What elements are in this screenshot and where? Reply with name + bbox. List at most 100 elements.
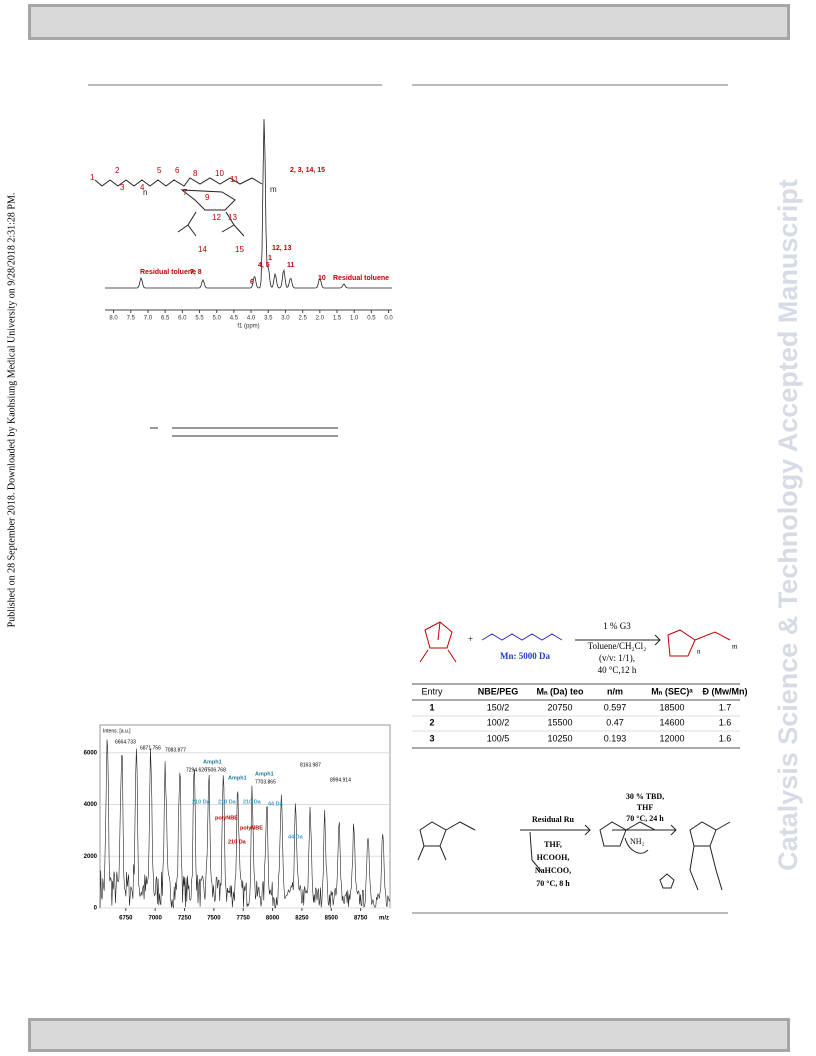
table-cell: 0.597 xyxy=(604,702,627,712)
table-cell: 100/5 xyxy=(487,733,510,743)
condition: 30 % TBD, xyxy=(626,792,664,801)
structure-label: 4 xyxy=(140,183,145,192)
scheme1-structures xyxy=(419,621,731,663)
annotation: 44 Da xyxy=(288,834,304,840)
structure-label: 7 xyxy=(183,188,188,197)
condition: 1 % G3 xyxy=(603,621,631,631)
peak-label: 7703.865 xyxy=(255,779,276,785)
annotation: 210 Da xyxy=(192,799,211,805)
x-axis-label: f1 (ppm) xyxy=(237,324,259,330)
table-cell: 20750 xyxy=(547,702,572,712)
annotation: polyNBE xyxy=(240,825,263,831)
nmr-spectrum: 8.0 7.5 7.0 6.5 6.0 5.5 5.0 4.5 4.0 3.5 3.0 2.5 2.0 1… xyxy=(105,118,393,330)
annotation: 210 Da xyxy=(218,799,237,805)
annotation: polyNBE xyxy=(215,815,238,821)
peak-label: 7083.877 xyxy=(165,747,186,753)
y-tick-label: 2000 xyxy=(84,854,98,860)
table-cell: 3 xyxy=(429,733,434,743)
table-cell: 100/2 xyxy=(487,717,510,727)
x-tick-label: 7750 xyxy=(237,916,251,922)
y-axis-label: Intens. [a.u.] xyxy=(103,728,131,734)
peak-label: Residual toluene xyxy=(333,275,389,282)
structure-label: 3 xyxy=(120,183,125,192)
peak-label: 1 xyxy=(268,255,272,262)
watermark: Catalysis Science & Technology Accepted … xyxy=(773,179,803,871)
peak-label: 8163.987 xyxy=(300,762,321,768)
x-tick-label: 7500 xyxy=(207,916,221,922)
annotation: Amph1 xyxy=(203,759,222,765)
subscript: m xyxy=(732,643,738,651)
table-header: Mₙ (Da) teo xyxy=(536,686,584,696)
x-axis-label: m/z xyxy=(379,916,389,922)
x-tick-label: 5.5 xyxy=(195,316,204,322)
condition: 70 °C, 24 h xyxy=(626,814,664,823)
y-tick-label: 6000 xyxy=(84,750,98,756)
x-tick-label: 8500 xyxy=(325,916,339,922)
peak-label: 4, 5 xyxy=(258,262,270,269)
plus: + xyxy=(468,634,473,644)
structure-label: 6 xyxy=(175,166,180,175)
x-tick-label: 1.5 xyxy=(333,316,342,322)
annotation: Amph1 xyxy=(228,775,247,781)
table-header: n/m xyxy=(607,686,623,696)
table-header: Entry xyxy=(421,686,443,696)
annotation: Amph1 xyxy=(255,771,274,777)
structure-label: 2 xyxy=(115,166,120,175)
peak-label: 10 xyxy=(318,275,326,282)
structure-label: 12 xyxy=(212,213,221,222)
condition: 40 °C,12 h xyxy=(598,665,637,675)
y-tick-label: 4000 xyxy=(84,802,98,808)
maldi-spectrum: 0 2000 4000 6000 6750 7000 7250 7500 7750 8000 825… xyxy=(84,724,391,922)
x-tick-label: 8750 xyxy=(354,916,368,922)
annotation: 210 Da xyxy=(243,799,262,805)
peak-label: 11 xyxy=(287,262,295,269)
condition: Residual Ru xyxy=(532,815,575,824)
annotation: 210 Da xyxy=(228,839,247,845)
peak-label: 12, 13 xyxy=(272,245,292,252)
condition: (v/v: 1/1), xyxy=(599,653,635,663)
x-tick-label: 2.0 xyxy=(316,316,325,322)
x-tick-label: 8250 xyxy=(295,916,309,922)
x-tick-label: 6750 xyxy=(119,916,133,922)
table-cell: 150/2 xyxy=(487,702,510,712)
x-tick-label: 8.0 xyxy=(109,316,118,322)
x-tick-label: 5.0 xyxy=(213,316,222,322)
x-tick-label: 4.5 xyxy=(230,316,239,322)
x-tick-label: 0.0 xyxy=(384,316,393,322)
condition: THF, xyxy=(544,840,562,849)
peak-label: 6 xyxy=(250,279,254,286)
x-tick-label: 3.0 xyxy=(281,316,290,322)
table-cell: 1.7 xyxy=(719,702,732,712)
peak-label: 7, 8 xyxy=(190,269,202,276)
side-note: Published on 28 September 2018. Download… xyxy=(6,193,17,628)
structure-label: 8 xyxy=(193,169,198,178)
table-header: Mₙ (SEC)ᵃ xyxy=(651,686,693,696)
structure-label: 9 xyxy=(205,193,210,202)
spectrum-trace xyxy=(99,739,391,909)
condition: THF xyxy=(637,803,654,812)
table-cell: 12000 xyxy=(659,733,684,743)
peak-label: Residual toluene xyxy=(140,269,196,276)
structure-label: 5 xyxy=(157,166,162,175)
table-header: NBE/PEG xyxy=(478,686,519,696)
structure-label: m xyxy=(270,185,277,194)
table-header: Đ (Mw/Mn) xyxy=(703,686,748,696)
x-tick-label: 7.5 xyxy=(127,316,136,322)
peak-label: 6871.756 xyxy=(140,745,161,751)
table-cell: 14600 xyxy=(659,717,684,727)
table-cell: 18500 xyxy=(659,702,684,712)
peak-label: 7506.768 xyxy=(205,767,226,773)
structure-label: 14 xyxy=(198,245,207,254)
mn-label: Mn: 5000 Da xyxy=(500,651,550,661)
structure-label: 1 xyxy=(90,173,95,182)
x-tick-label: 0.5 xyxy=(367,316,376,322)
x-tick-label: 3.5 xyxy=(264,316,273,322)
table-cell: 2 xyxy=(429,717,434,727)
peak-label: 7294.626 xyxy=(186,767,207,773)
peak-label: 8994.914 xyxy=(330,777,351,783)
table-cell: 1 xyxy=(429,702,434,712)
table-cell: 10250 xyxy=(547,733,572,743)
structure-label: 11 xyxy=(230,175,239,184)
condition: NaHCOO, xyxy=(535,866,571,875)
